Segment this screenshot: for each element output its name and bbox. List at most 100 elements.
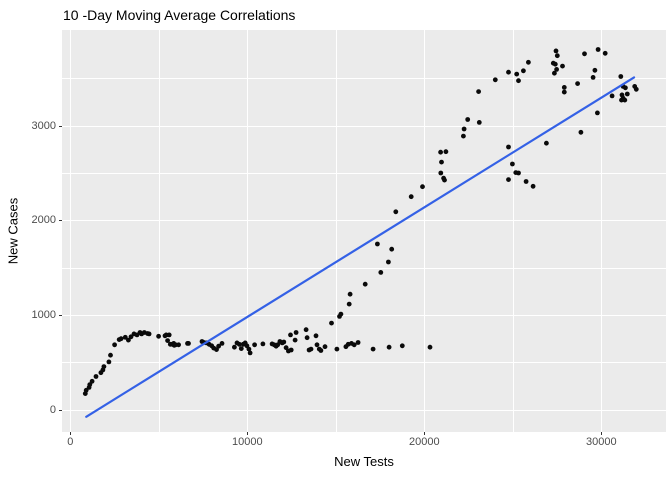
- data-point: [308, 346, 314, 352]
- data-point: [313, 333, 319, 339]
- data-point: [492, 77, 498, 83]
- data-point: [544, 140, 549, 146]
- data-point: [561, 85, 567, 90]
- y-axis-title: New Cases: [5, 197, 21, 265]
- x-major-gridline: [601, 30, 603, 432]
- data-point: [476, 120, 482, 125]
- data-point: [89, 378, 95, 384]
- data-point: [438, 170, 444, 176]
- data-point: [303, 327, 309, 333]
- x-minor-gridline: [158, 30, 160, 432]
- y-major-gridline: [62, 409, 666, 411]
- data-point: [506, 144, 511, 150]
- x-tick-label: 10000: [232, 436, 263, 448]
- data-point: [622, 97, 628, 103]
- data-point: [554, 53, 560, 59]
- data-point: [304, 335, 310, 341]
- data-point: [146, 331, 152, 337]
- data-point: [618, 74, 624, 79]
- y-major-gridline: [62, 220, 666, 222]
- data-point: [624, 91, 630, 97]
- data-point: [516, 78, 521, 84]
- data-point: [516, 170, 521, 176]
- data-point: [375, 241, 380, 247]
- chart-title: 10 -Day Moving Average Correlations: [63, 7, 296, 23]
- data-point: [314, 342, 320, 348]
- x-tick-mark: [601, 432, 603, 435]
- data-point: [560, 63, 565, 69]
- x-minor-gridline: [335, 30, 337, 432]
- data-point: [347, 291, 353, 297]
- y-tick-mark: [59, 315, 62, 316]
- plot-panel: [62, 30, 666, 432]
- trend-line: [85, 76, 636, 418]
- data-point: [514, 71, 520, 77]
- data-point: [165, 338, 170, 343]
- x-major-gridline: [247, 30, 249, 432]
- y-minor-gridline: [62, 267, 666, 269]
- data-point: [506, 177, 511, 183]
- data-point: [590, 75, 596, 80]
- data-point: [526, 59, 531, 65]
- x-minor-gridline: [512, 30, 514, 432]
- x-tick-mark: [424, 432, 426, 435]
- data-point: [329, 320, 334, 326]
- y-minor-gridline: [62, 173, 666, 174]
- data-point: [128, 334, 134, 340]
- data-point: [399, 343, 405, 349]
- y-minor-gridline: [62, 362, 666, 363]
- x-tick-label: 30000: [585, 436, 617, 448]
- data-point: [236, 341, 242, 347]
- data-point: [346, 301, 352, 307]
- data-point: [609, 93, 615, 99]
- y-tick-label: 1000: [31, 309, 56, 321]
- data-point: [101, 364, 107, 369]
- data-point: [389, 246, 395, 252]
- data-point: [561, 89, 567, 95]
- data-point: [93, 374, 99, 379]
- data-point: [334, 346, 340, 352]
- data-point: [322, 344, 328, 350]
- y-tick-mark: [59, 409, 62, 411]
- data-point: [386, 259, 391, 265]
- y-tick-label: 0: [49, 403, 56, 416]
- data-point: [393, 209, 399, 215]
- data-point: [506, 69, 511, 75]
- data-point: [288, 347, 294, 353]
- data-point: [554, 67, 559, 72]
- x-axis-title: New Tests: [334, 454, 394, 469]
- data-point: [338, 311, 344, 317]
- data-point: [523, 179, 529, 184]
- data-point: [386, 344, 392, 350]
- data-point: [582, 51, 587, 57]
- data-point: [552, 61, 558, 67]
- data-point: [623, 85, 628, 91]
- data-point: [461, 133, 466, 139]
- data-point: [247, 350, 253, 356]
- y-minor-gridline: [62, 78, 666, 79]
- data-point: [442, 177, 447, 183]
- data-point: [122, 334, 128, 340]
- data-point: [126, 337, 131, 343]
- data-point: [595, 47, 601, 52]
- data-point: [592, 67, 598, 73]
- data-point: [510, 161, 515, 167]
- data-point: [465, 117, 471, 122]
- data-point: [439, 159, 444, 165]
- data-point: [530, 183, 536, 189]
- data-point: [633, 86, 639, 92]
- x-tick-mark: [70, 432, 72, 435]
- x-tick-label: 0: [67, 436, 74, 448]
- data-point: [351, 342, 357, 348]
- data-point: [443, 149, 449, 155]
- data-point: [216, 343, 222, 349]
- data-point: [318, 348, 324, 353]
- data-point: [378, 270, 384, 275]
- data-point: [552, 70, 557, 76]
- data-point: [238, 346, 244, 351]
- data-point: [112, 342, 117, 348]
- data-point: [246, 346, 252, 352]
- data-point: [186, 341, 191, 346]
- y-tick-label: 3000: [31, 119, 56, 132]
